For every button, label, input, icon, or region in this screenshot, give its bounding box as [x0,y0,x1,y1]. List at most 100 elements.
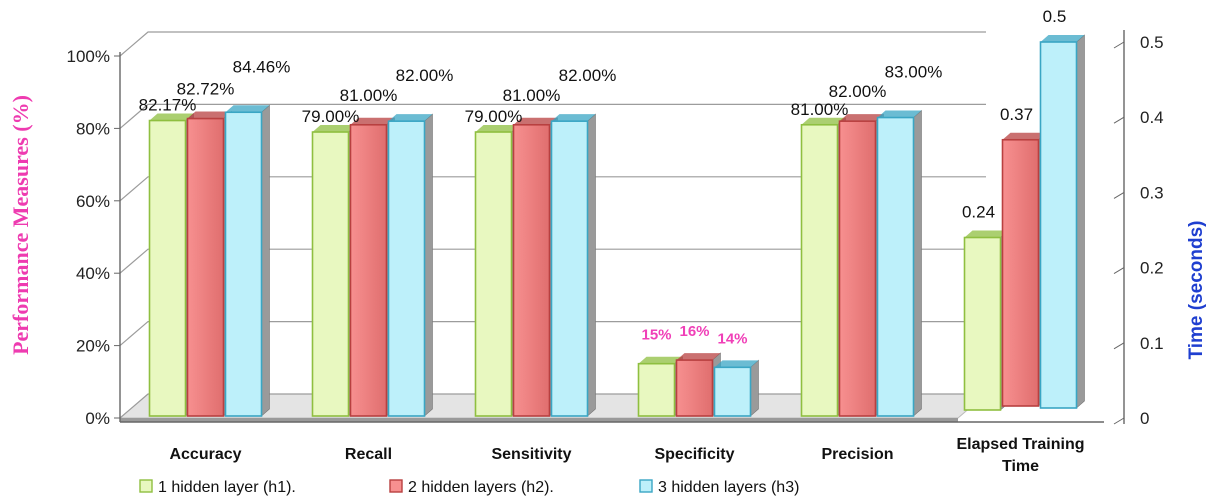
y2-tick-label: 0.2 [1140,259,1164,278]
y2-tick-label: 0 [1140,409,1149,428]
bar [713,366,752,417]
bar-side [261,104,270,417]
category-label: Sensitivity [491,446,571,463]
y2-tick-label: 0.1 [1140,334,1164,353]
bar-top [475,125,520,133]
data-label: 82.00% [396,66,454,85]
bar [349,123,388,417]
bar [148,119,187,417]
bar [963,236,1002,411]
y-tick-label: 20% [76,337,110,356]
legend-label: 1 hidden layer (h1). [158,479,296,496]
bar [550,120,589,417]
category-labels: Accuracy Recall Sensitivity Specificity Prec… [169,436,1084,475]
bar-side [750,359,759,417]
data-label: 16% [679,323,709,340]
y2-tick-mark [1113,191,1125,199]
gridline [119,321,986,347]
bar-side [424,113,433,417]
bar-top [225,105,270,113]
category-label: Recall [345,446,392,463]
category-label: Accuracy [169,446,241,463]
y-tick-label: 100% [67,47,110,66]
data-label: 14% [717,330,747,347]
floor-edge [120,418,958,422]
data-label: 0.5 [1043,7,1067,26]
y2-tick-label: 0.4 [1140,108,1164,127]
y2-tick-mark [1113,267,1125,275]
y-axis-label-right: Time (seconds) [1186,220,1207,359]
data-label: 0.24 [962,203,995,222]
data-label: 79.00% [465,107,523,126]
data-label: 84.46% [233,57,291,76]
bar-top [187,111,232,119]
bar [800,123,839,417]
bar-top [801,117,846,125]
legend-label: 2 hidden layers (h2). [408,479,554,496]
category-label: Precision [821,446,893,463]
data-label: 82.00% [559,66,617,85]
data-label: 79.00% [302,107,360,126]
bar-top [312,125,357,133]
bar-top [513,117,558,125]
gridline [119,176,986,202]
bar [186,117,225,417]
y2-tick-mark [1113,417,1125,425]
category-label: Elapsed Training [956,436,1084,453]
data-label: 81.00% [340,86,398,105]
bar-top [638,356,683,364]
y2-tick-mark [1113,41,1125,49]
bar-top [877,110,922,118]
bar-top [676,353,721,361]
data-label: 15% [641,327,671,344]
data-label: 81.00% [791,100,849,119]
legend-swatch [639,479,653,493]
bars [148,34,1085,417]
bar [838,120,877,417]
bar [474,131,513,417]
data-labels: 82.17%82.72%84.46%79.00%81.00%82.00%79.0… [139,7,1067,347]
bar-top [1002,132,1047,140]
bar [876,116,915,417]
legend-label: 3 hidden layers (h3) [658,479,799,496]
data-label: 82.72% [177,80,235,99]
legend-swatch [389,479,403,493]
category-label: Specificity [654,446,734,463]
y-tick-label: 0% [85,409,110,428]
gridline [119,31,986,57]
data-label: 81.00% [503,86,561,105]
data-label: 82.00% [829,82,887,101]
gridline [119,248,986,274]
bar [512,123,551,417]
bar-side [913,109,922,417]
bar-top [388,114,433,122]
bar [387,120,426,417]
y2-tick-label: 0.5 [1140,33,1164,52]
bar [637,362,676,417]
data-label: 83.00% [885,63,943,82]
gridline [119,103,986,129]
legend: 1 hidden layer (h1). 2 hidden layers (h2)… [139,479,799,496]
bar-side [1076,34,1085,409]
y-tick-label: 40% [76,264,110,283]
y-tick-label: 60% [76,192,110,211]
bar-side [587,113,596,417]
y-tick-label: 80% [76,119,110,138]
y2-tick-mark [1113,116,1125,124]
y2-tick-label: 0.3 [1140,183,1164,202]
bar-top [1040,35,1085,42]
bar-top [149,113,194,121]
category-label: Time [1002,458,1039,475]
bar-top [964,230,1009,238]
data-label: 82.17% [139,96,197,115]
bar-top [350,117,395,125]
bar-top [839,114,884,122]
bar-top [714,360,759,368]
bar-top [551,114,596,122]
y-axis-label-left: Performance Measures (%) [8,95,33,355]
bar [675,359,714,417]
bar [311,131,350,417]
data-label: 0.37 [1000,105,1033,124]
tick-labels: 0% 20% 40% 60% 80% 100% 0 0.1 0.2 0.3 0.4 0.5 [67,33,1164,428]
